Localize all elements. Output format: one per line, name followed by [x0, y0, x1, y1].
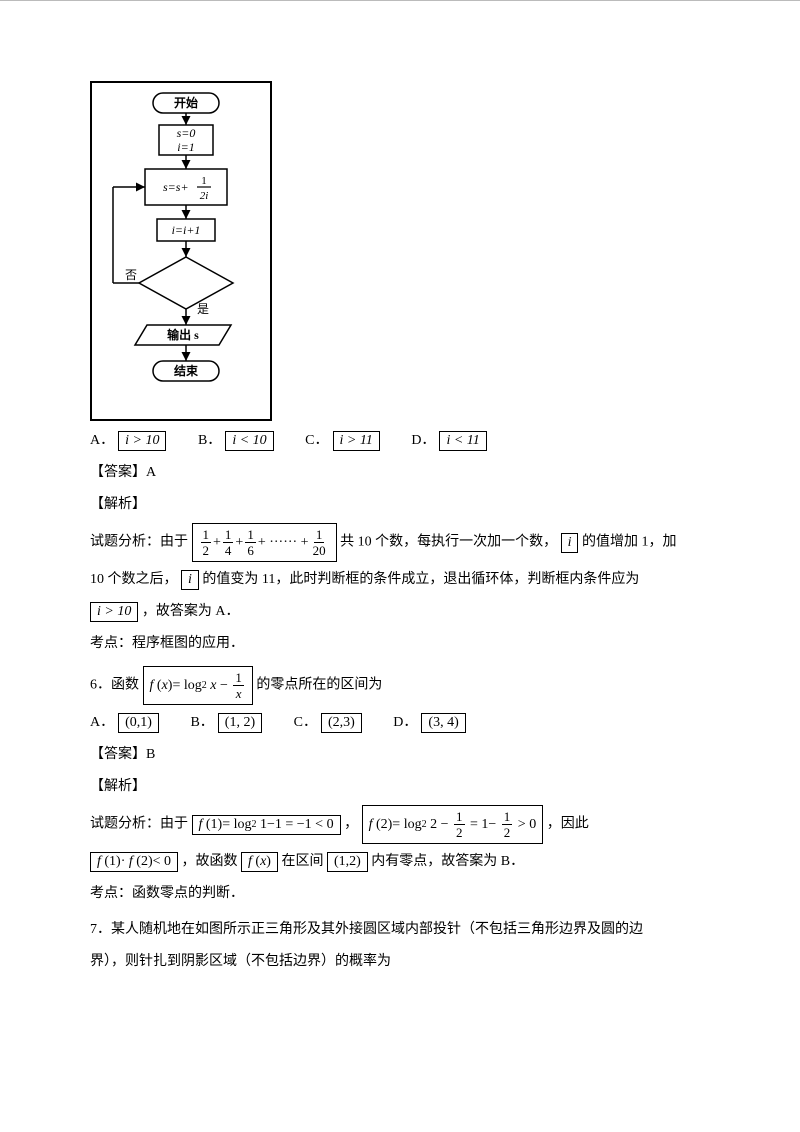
q6-stem-prefix: 6．函数 — [90, 678, 139, 693]
q6-kaodian: 考点：函数零点的判断． — [90, 880, 710, 908]
q6-fx-short: f (x) — [241, 852, 278, 872]
q7-line1: 7．某人随机地在如图所示正三角形及其外接圆区域内部投针（不包括三角形边界及圆的边 — [90, 916, 710, 944]
q6-concl-c: 内有零点，故答案为 B． — [371, 854, 524, 869]
q7-line2: 界），则针扎到阴影区域（不包括边界）的概率为 — [90, 948, 710, 976]
q5-line2b: 的值变为 11，此时判断框的条件成立，退出循环体，判断框内条件应为 — [202, 572, 639, 587]
q6-concl-a: ，故函数 — [182, 854, 238, 869]
svg-text:i=i+1: i=i+1 — [172, 223, 201, 237]
q5-opt-c-label: C． — [305, 427, 328, 455]
q6-option-b: B． (1, 2) — [190, 709, 262, 737]
q5-opt-d-formula: i < 11 — [439, 431, 486, 451]
svg-text:s=0: s=0 — [177, 126, 196, 140]
q5-opt-d-label: D． — [411, 427, 435, 455]
q6-option-a: A． (0,1) — [90, 709, 159, 737]
q5-kaodian: 考点：程序框图的应用． — [90, 630, 710, 658]
q6-between: ， — [344, 817, 358, 832]
q6-opt-b-formula: (1, 2) — [218, 713, 262, 733]
q6-analysis-prefix: 试题分析：由于 — [90, 817, 188, 832]
q5-opt-b-formula: i < 10 — [225, 431, 273, 451]
q6-options: A． (0,1) B． (1, 2) C． (2,3) D． (3, 4) — [90, 709, 710, 737]
q5-series-ivar: i — [561, 533, 579, 553]
q5-opt-b-label: B． — [198, 427, 221, 455]
svg-text:输出 s: 输出 s — [167, 327, 199, 342]
q5-line3-tail: ，故答案为 A． — [142, 604, 240, 619]
q5-line2-ivar: i — [181, 570, 199, 590]
q6-stem-mid: 的零点所在的区间为 — [256, 678, 382, 693]
q6-f2: f (2)= log2 2 − 12 = 1− 12 > 0 — [362, 805, 544, 844]
q5-option-a: A． i > 10 — [90, 427, 166, 455]
q5-option-b: B． i < 10 — [198, 427, 274, 455]
q5-opt-a-label: A． — [90, 427, 114, 455]
svg-text:1: 1 — [201, 175, 207, 187]
q5-analysis-prefix: 试题分析：由于 — [90, 535, 188, 550]
q6-f1: f (1)= log2 1−1 = −1 < 0 — [192, 815, 341, 835]
q5-option-c: C． i > 11 — [305, 427, 380, 455]
q5-analysis-line2: 10 个数之后， i 的值变为 11，此时判断框的条件成立，退出循环体，判断框内… — [90, 566, 710, 594]
q6-stem: 6．函数 f (x)= log2 x − 1x 的零点所在的区间为 — [90, 666, 710, 705]
q5-line3-cond: i > 10 — [90, 602, 138, 622]
q5-line2a: 10 个数之后， — [90, 572, 178, 587]
q6-option-c: C． (2,3) — [294, 709, 362, 737]
q6-answer: 【答案】B — [90, 741, 710, 769]
svg-text:是: 是 — [197, 302, 209, 316]
q5-analysis-line1: 试题分析：由于 12 + 14 + 16 + ······ + 120 共 10… — [90, 523, 710, 562]
svg-text:结束: 结束 — [174, 363, 199, 378]
q5-series-formula: 12 + 14 + 16 + ······ + 120 — [192, 523, 337, 562]
q6-opt-a-formula: (0,1) — [118, 713, 159, 733]
q5-option-d: D． i < 11 — [411, 427, 486, 455]
q6-opt-c-label: C． — [294, 709, 317, 737]
q6-option-d: D． (3, 4) — [393, 709, 465, 737]
q6-opt-a-label: A． — [90, 709, 114, 737]
q5-opt-c-formula: i > 11 — [333, 431, 380, 451]
q5-answer: 【答案】A — [90, 459, 710, 487]
q6-concl-b: 在区间 — [281, 854, 323, 869]
flowchart-svg: 开始 s=0 i=1 s=s+ 1 2i i=i+1 否 是 输出 s 结束 — [101, 91, 261, 411]
q6-analysis-line1: 试题分析：由于 f (1)= log2 1−1 = −1 < 0 ， f (2)… — [90, 805, 710, 844]
q6-fx: f (x)= log2 x − 1x — [143, 666, 253, 705]
svg-text:否: 否 — [125, 268, 137, 282]
q6-interval: (1,2) — [327, 852, 368, 872]
q6-opt-d-formula: (3, 4) — [421, 713, 465, 733]
q6-analysis-line2: f (1)· f (2)< 0 ，故函数 f (x) 在区间 (1,2) 内有零… — [90, 848, 710, 876]
q5-options: A． i > 10 B． i < 10 C． i > 11 D． i < 11 — [90, 427, 710, 455]
svg-text:i=1: i=1 — [177, 140, 194, 154]
svg-text:开始: 开始 — [174, 95, 198, 110]
q6-prod: f (1)· f (2)< 0 — [90, 852, 178, 872]
q5-explain: 【解析】 — [90, 491, 710, 519]
q5-series-mid: 共 10 个数，每执行一次加一个数， — [340, 535, 557, 550]
q6-opt-d-label: D． — [393, 709, 417, 737]
q6-explain: 【解析】 — [90, 773, 710, 801]
q5-opt-a-formula: i > 10 — [118, 431, 166, 451]
q5-analysis-line3: i > 10 ，故答案为 A． — [90, 598, 710, 626]
q5-series-tail: 的值增加 1，加 — [582, 535, 677, 550]
q6-opt-c-formula: (2,3) — [321, 713, 362, 733]
svg-text:s=s+: s=s+ — [163, 180, 189, 194]
svg-text:2i: 2i — [200, 190, 209, 202]
q6-opt-b-label: B． — [190, 709, 213, 737]
flowchart-box: 开始 s=0 i=1 s=s+ 1 2i i=i+1 否 是 输出 s 结束 — [90, 81, 272, 421]
q6-therefore: ，因此 — [547, 817, 589, 832]
